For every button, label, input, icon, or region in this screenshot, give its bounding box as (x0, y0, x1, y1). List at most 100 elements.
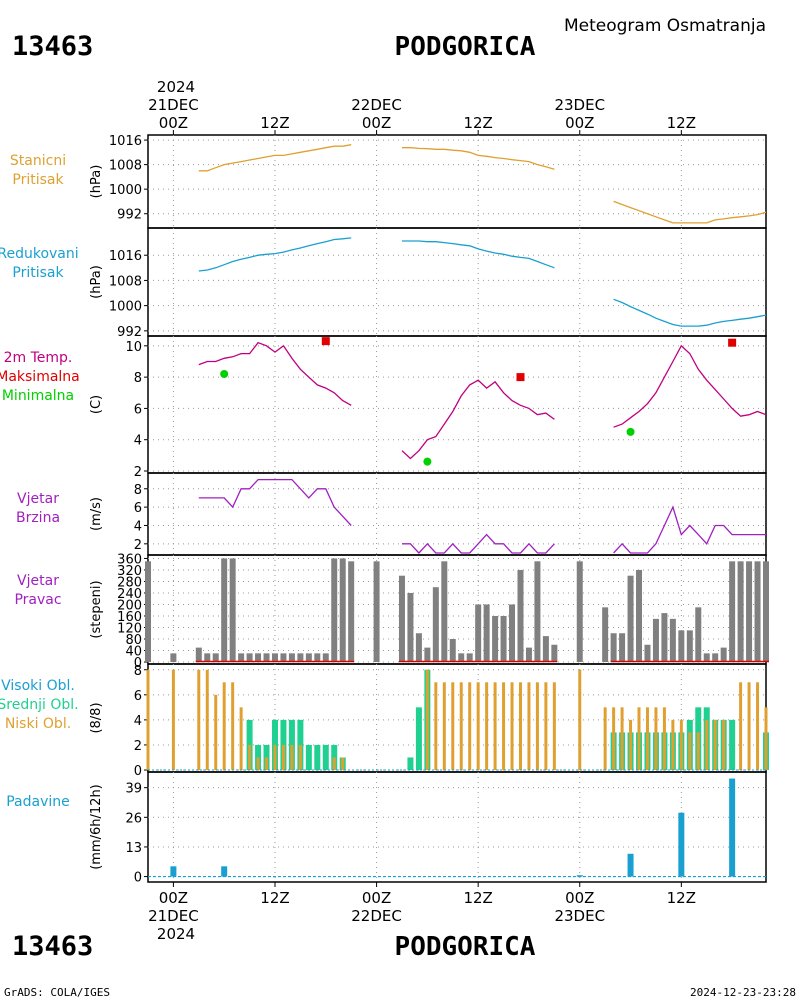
precipitation-ylabel: (mm/6h/12h) (89, 784, 104, 870)
low-cloud-bar (696, 732, 700, 770)
wind-direction-bar (204, 653, 211, 662)
station_pressure-ytick-label: 992 (117, 208, 142, 223)
wind-direction-bar (145, 561, 151, 662)
time-date-label-bottom: 22DEC (351, 907, 402, 925)
wind-direction-bar (449, 638, 456, 662)
wind-direction-bar (255, 653, 262, 662)
low-cloud-bar (756, 682, 760, 770)
time-date-label-bottom: 21DEC (148, 907, 199, 925)
wind_speed-ytick-label: 8 (134, 483, 142, 498)
low-cloud-bar (612, 707, 616, 770)
low-cloud-bar (214, 694, 218, 770)
grads-credit: GrADS: COLA/IGES (4, 986, 110, 999)
wind_speed-ytick-label: 2 (134, 538, 142, 553)
wind_direction-label: Pravac (14, 592, 61, 608)
precip-bar (729, 778, 736, 877)
wind-direction-bar (695, 607, 702, 662)
wind_direction-ytick-label: 360 (117, 552, 142, 567)
panel-station_pressure: 992 1000 1008 1016 (hPa) Stanicni Pritisak (10, 134, 767, 229)
low-cloud-bar (713, 719, 717, 770)
wind_speed-label: Brzina (16, 510, 60, 526)
precip-bar (221, 866, 228, 877)
station_pressure-ylabel: (hPa) (89, 165, 104, 199)
station-id-bottom: 13463 (12, 931, 93, 962)
low-cloud-bar (747, 682, 751, 770)
mid-cloud-bar (415, 707, 422, 770)
station-id-top: 13463 (12, 31, 93, 62)
timestamp: 2024-12-23-23:28 (690, 986, 796, 999)
low-cloud-bar (197, 669, 201, 770)
mid-cloud-bar (263, 744, 270, 770)
wind-direction-bar (280, 653, 287, 662)
wind-direction-bar (458, 653, 465, 662)
wind_speed-label: Vjetar (17, 491, 59, 507)
panel-reduced_pressure: 992 1000 1008 1016 (hPa) Redukovani Pritisak (0, 227, 767, 340)
wind-direction-bar (720, 647, 727, 662)
top-year-label: 2024 (157, 78, 195, 96)
wind-direction-bar (500, 615, 507, 662)
wind-direction-bar (271, 653, 278, 662)
low-cloud-bar (341, 757, 345, 770)
panel-precipitation: 0 13 26 39 (mm/6h/12h) Padavine (6, 771, 767, 886)
low-cloud-bar (265, 757, 269, 770)
station_pressure-ytick-label: 1008 (109, 159, 142, 174)
low-cloud-bar (459, 682, 463, 770)
station-name-bottom: PODGORICA (395, 932, 536, 962)
low-cloud-bar (535, 682, 539, 770)
precipitation-ytick-label: 39 (125, 782, 142, 797)
wind-direction-bar (525, 647, 532, 662)
wind-direction-bar (432, 587, 439, 662)
wind-direction-bar (212, 653, 219, 662)
wind_direction-ytick-label: 80 (125, 633, 142, 648)
wind-direction-bar (305, 653, 312, 662)
temperature-line (401, 379, 555, 460)
wind-direction-bar (610, 633, 617, 662)
panel-wind_speed: 2 4 6 8 (m/s) Vjetar Brzina (16, 472, 767, 556)
low-cloud-bar (171, 669, 175, 770)
wind-direction-bar (322, 653, 329, 662)
time-hour-label-top: 12Z (463, 114, 492, 132)
wind-direction-bar (246, 653, 253, 662)
low-cloud-bar (662, 707, 666, 770)
low-cloud-bar (722, 719, 726, 770)
station-name-top: PODGORICA (395, 32, 536, 62)
low-cloud-bar (256, 757, 260, 770)
low-cloud-bar (290, 744, 294, 770)
mid-cloud-bar (729, 719, 736, 770)
wind-direction-bar (737, 561, 744, 662)
time-date-label-bottom: 23DEC (554, 907, 605, 925)
low-cloud-bar (476, 682, 480, 770)
temperature-label: 2m Temp. (4, 350, 73, 366)
clouds-ytick-label: 6 (134, 689, 142, 704)
time-hour-label-top: 12Z (667, 114, 696, 132)
low-cloud-bar (510, 682, 514, 770)
low-cloud-bar (485, 682, 489, 770)
wind_direction-ytick-label: 320 (117, 564, 142, 579)
reduced_pressure-label: Redukovani (0, 246, 79, 262)
chart-subtitle: Meteogram Osmatranja (564, 16, 766, 36)
panel-clouds: 0 2 4 6 8 (8/8) Visoki Obl. Srednji Obl. Niski O… (0, 663, 769, 779)
wind-direction-bar (221, 558, 228, 662)
wind-direction-bar (661, 613, 668, 662)
low-cloud-bar (451, 682, 455, 770)
wind-direction-bar (703, 653, 710, 662)
wind_speed-ytick-label: 4 (134, 519, 142, 534)
low-cloud-bar (205, 669, 209, 770)
temperature-line (613, 344, 767, 428)
precip-bar (576, 875, 583, 877)
station_pressure-ytick-label: 1016 (109, 134, 142, 149)
wind_direction-ytick-label: 160 (117, 610, 142, 625)
mid-cloud-bar (314, 744, 321, 770)
wind-direction-bar (678, 630, 685, 662)
low-cloud-bar (544, 682, 548, 770)
wind_speed-line (198, 478, 352, 526)
wind-direction-bar (746, 561, 753, 662)
reduced_pressure-label: Pritisak (12, 265, 64, 281)
precip-bar (678, 812, 685, 877)
wind-direction-bar (517, 569, 524, 662)
wind-direction-bar (636, 569, 643, 662)
reduced_pressure-ytick-label: 992 (117, 325, 142, 340)
wind-direction-bar (483, 604, 490, 662)
panel-temperature: 2 4 6 8 10 (C) 2m Temp. Maksimalna Minimalna (0, 335, 767, 480)
